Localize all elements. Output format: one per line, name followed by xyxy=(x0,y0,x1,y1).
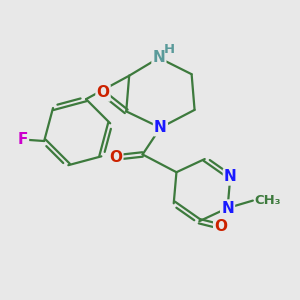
Text: F: F xyxy=(18,132,28,147)
Text: N: N xyxy=(224,169,237,184)
Text: O: O xyxy=(97,85,110,100)
Text: N: N xyxy=(152,50,165,65)
Text: H: H xyxy=(164,43,175,56)
Text: N: N xyxy=(154,120,167,135)
Text: CH₃: CH₃ xyxy=(254,194,281,207)
Text: N: N xyxy=(221,200,234,215)
Text: O: O xyxy=(214,219,227,234)
Text: O: O xyxy=(109,150,122,165)
